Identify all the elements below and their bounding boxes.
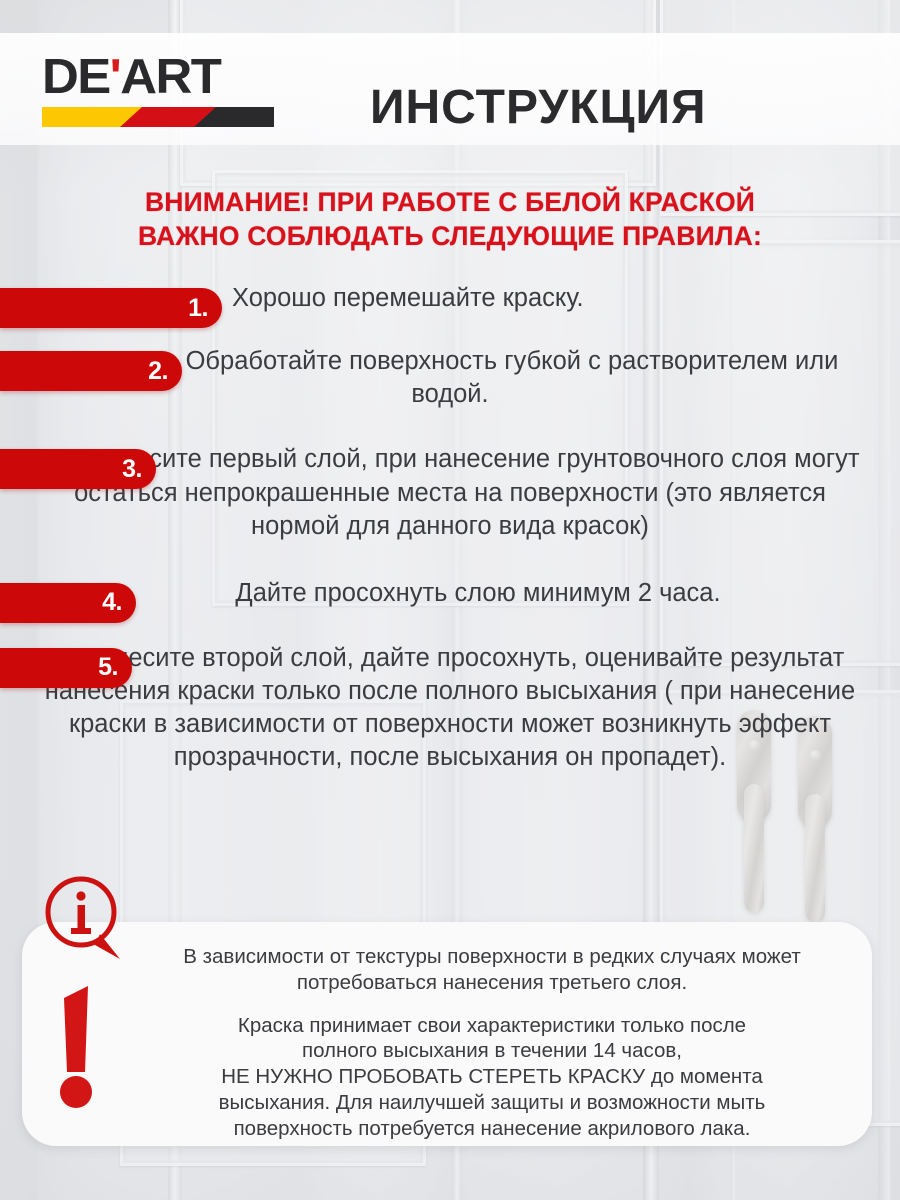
step-text-2: Обработайте поверхность губкой с раствор…: [185, 347, 839, 409]
logo-apostrophe: ': [109, 50, 122, 104]
exclamation-icon: [60, 986, 92, 1108]
logo-text-art: ART: [120, 50, 222, 104]
brand-logo-flag-bar: [42, 107, 274, 127]
info-icon: [45, 876, 120, 959]
note-paragraph-2-line-5: поверхность потребуется нанесение акрило…: [233, 1116, 751, 1140]
note-paragraph-2-line-4: высыхания. Для наилучшей защиты и возмож…: [218, 1091, 766, 1115]
step-text-1: Хорошо перемешайте краску.: [232, 284, 584, 312]
step-text-5: Нанесите второй слой, дайте просохнуть, …: [44, 643, 856, 772]
steps-list: 1. Хорошо перемешайте краску. 2. Обработ…: [0, 282, 900, 781]
step-item-5: 5. Нанесите второй слой, дайте просохнут…: [0, 642, 900, 775]
note-paragraph-2-line-3: НЕ НУЖНО ПРОБОВАТЬ СТЕРЕТЬ КРАСКУ до мом…: [221, 1065, 763, 1089]
note-paragraph-2-line-2: полного высыхания в течении 14 часов,: [302, 1039, 682, 1063]
step-text-4: Дайте просохнуть слою минимум 2 часа.: [235, 578, 721, 607]
step-number-3: 3.: [122, 454, 142, 483]
step-number-5: 5.: [98, 653, 118, 682]
flag-segment-black: [194, 107, 274, 127]
note-paragraph-2: Краска принимает свои характеристики тол…: [142, 1013, 842, 1142]
step-number-pill-3: 3.: [0, 449, 156, 490]
step-number-pill-5: 5.: [0, 647, 132, 688]
step-number-pill-1: 1.: [0, 288, 222, 328]
step-number-4: 4.: [102, 588, 122, 617]
step-item-4: 4. Дайте просохнуть слою минимум 2 часа.: [0, 577, 900, 623]
page-title: ИНСТРУКЦИЯ: [370, 81, 707, 134]
step-number-pill-4: 4.: [0, 582, 136, 623]
flag-segment-red: [120, 107, 218, 127]
step-item-2: 2. Обработайте поверхность губкой с раст…: [0, 345, 900, 411]
step-item-1: 1. Хорошо перемешайте краску.: [0, 282, 900, 328]
warning-heading-line-2: ВАЖНО СОБЛЮДАТЬ СЛЕДУЮЩИЕ ПРАВИЛА:: [138, 220, 762, 251]
step-number-pill-2: 2.: [0, 351, 182, 392]
step-text-3: Нанесите первый слой, при нанесение грун…: [74, 445, 860, 540]
flag-segment-yellow: [42, 107, 142, 127]
warning-heading-line-1: ВНИМАНИЕ! ПРИ РАБОТЕ С БЕЛОЙ КРАСКОЙ: [144, 187, 756, 217]
note-paragraph-2-line-1: Краска принимает свои характеристики тол…: [237, 1013, 747, 1037]
step-number-1: 1.: [188, 293, 208, 322]
brand-logo-wordmark: DE'ART: [42, 53, 283, 102]
note-paragraph-1: В зависимости от текстуры поверхности в …: [183, 945, 801, 994]
logo-text-de: DE: [42, 50, 111, 104]
warning-heading: ВНИМАНИЕ! ПРИ РАБОТЕ С БЕЛОЙ КРАСКОЙ ВАЖ…: [0, 186, 900, 254]
step-item-3: 3. Нанесите первый слой, при нанесение г…: [0, 443, 900, 542]
note-card: В зависимости от текстуры поверхности в …: [22, 922, 872, 1146]
step-number-2: 2.: [148, 356, 168, 385]
header-band: DE'ART ИНСТРУКЦИЯ: [0, 33, 900, 145]
brand-logo: DE'ART: [42, 53, 274, 127]
